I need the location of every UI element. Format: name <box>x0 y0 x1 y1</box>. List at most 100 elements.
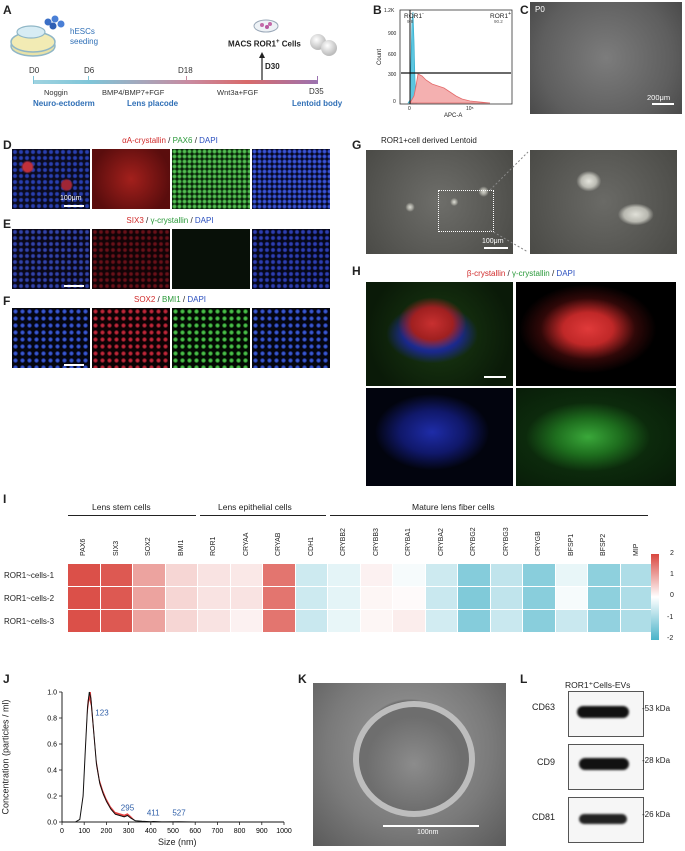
heatmap-cell <box>68 564 100 586</box>
petri-dish-icon <box>10 25 56 57</box>
gene-label-ror1: ROR1 <box>210 536 218 556</box>
heatmap-cell <box>620 610 652 632</box>
hesc-label-2: seeding <box>70 37 99 46</box>
g-zoom-box <box>438 190 494 232</box>
blot-marker-cd63: CD63 <box>532 702 556 712</box>
h-blue-image <box>366 388 513 486</box>
stage-lentoid-body: Lentoid body <box>292 99 343 108</box>
lentoid-spheres-icon <box>310 34 337 56</box>
heatmap-cell <box>523 610 555 632</box>
panel-c-brightfield: P0 200μm <box>530 2 682 114</box>
heatmap-cell <box>588 564 620 586</box>
heatmap-cell <box>555 587 587 609</box>
heatmap-cell <box>458 564 490 586</box>
y-tick-label: 0.0 <box>47 820 57 827</box>
heatmap-cell <box>328 587 360 609</box>
gene-label-six3: SIX3 <box>112 540 120 556</box>
flow-neg-label: ROR1- <box>404 11 424 21</box>
day-d0: D0 <box>29 66 40 75</box>
d-red-image <box>92 149 170 209</box>
scale-label-g: 100μm <box>482 238 504 245</box>
blot-size-cd81: -26 kDa <box>642 810 671 819</box>
stage-neuroectoderm: Neuro-ectoderm <box>33 99 95 108</box>
gene-label-crybb2: CRYBB2 <box>340 528 348 556</box>
heatmap-cell <box>523 564 555 586</box>
heatmap-cell <box>620 587 652 609</box>
x-tick-label: 1000 <box>276 828 292 835</box>
day-d35: D35 <box>309 87 324 96</box>
stage-lens-placode: Lens placode <box>127 99 179 108</box>
panel-label-i: I <box>3 492 7 506</box>
scale-bar-c <box>652 103 674 105</box>
heatmap-cell <box>328 564 360 586</box>
heatmap-cell <box>165 587 197 609</box>
group-line-stem <box>68 515 196 517</box>
panel-f-title: SOX2 / BMI1 / DAPI <box>133 295 207 304</box>
nta-chart-svg: 0 100 200 300 400 500 600 700 800 900 1000 0.0 0.2 0.… <box>47 690 292 836</box>
heatmap-cell <box>393 610 425 632</box>
band-cd81 <box>579 814 627 824</box>
flow-xtick-0: 0 <box>408 106 411 112</box>
h-red-image <box>516 282 676 386</box>
e-green-image <box>172 229 250 289</box>
panel-b-flow-histogram: ROR1- ROR1+ 9.8 90.2 1.2K 900 600 300 0 … <box>377 0 515 130</box>
panel-label-a: A <box>3 3 12 17</box>
heatmap-cell <box>100 564 132 586</box>
blot-size-cd63: -53 kDa <box>642 704 671 713</box>
legend-tick-2: 2 <box>670 550 674 557</box>
y-tick-label: 0.4 <box>47 768 57 775</box>
factor-wnt: Wnt3a+FGF <box>217 88 259 97</box>
heatmap-cell <box>360 610 392 632</box>
d-merge-image: 100μm <box>12 149 90 209</box>
panel-label-l: L <box>520 672 528 686</box>
heatmap-cell <box>230 610 262 632</box>
flow-pos-label: ROR1+ <box>490 11 511 21</box>
y-tick-label: 0.8 <box>47 716 57 723</box>
flow-ylabel: Count <box>377 48 384 66</box>
peak-annotation: 411 <box>147 809 160 818</box>
heatmap-cell <box>133 610 165 632</box>
gene-label-cdh1: CDH1 <box>307 536 315 556</box>
heatmap-cell <box>133 564 165 586</box>
y-tick-label: 1.0 <box>47 690 57 697</box>
row-label: ROR1~cells-2 <box>4 594 55 603</box>
g-zoom-lines <box>489 151 529 253</box>
h-green-image <box>516 388 676 486</box>
group-lens-epithelial: Lens epithelial cells <box>218 502 292 512</box>
legend-tick-m1: -1 <box>667 614 674 621</box>
flow-ytick-4: 300 <box>388 72 397 78</box>
heatmap-cell <box>588 610 620 632</box>
panel-h-title: β-crystallin / γ-crystallin / DAPI <box>466 269 576 278</box>
flow-ytick-2: 900 <box>388 31 397 37</box>
tick-d0 <box>33 76 34 84</box>
f-merge-image <box>12 308 90 368</box>
group-lens-stem: Lens stem cells <box>92 502 151 512</box>
band-cd63 <box>577 706 629 718</box>
x-tick-label: 500 <box>167 828 179 835</box>
scale-bar-g <box>484 247 508 249</box>
h-merge-image <box>366 282 513 386</box>
gene-label-crybg2: CRYBG2 <box>470 527 478 556</box>
scale-bar-d <box>64 205 84 207</box>
gene-label-crybb3: CRYBB3 <box>372 528 380 556</box>
heatmap-cell <box>68 610 100 632</box>
heatmap-cell <box>263 610 295 632</box>
panel-a-timeline: hESCs seeding MACS ROR1+ Cells D30 D0 D6… <box>0 0 370 130</box>
heatmap-cell <box>230 587 262 609</box>
blot-marker-cd9: CD9 <box>537 757 556 767</box>
heatmap-cell <box>198 564 230 586</box>
heatmap-cell <box>490 587 522 609</box>
legend-tick-1: 1 <box>670 571 674 578</box>
y-tick-label: 0.2 <box>47 794 57 801</box>
heatmap-cell <box>133 587 165 609</box>
heatmap-cell <box>295 564 327 586</box>
tick-d18 <box>186 76 187 84</box>
blot-lane-cd81 <box>568 797 644 843</box>
gene-label-cryaa: CRYAA <box>242 532 250 556</box>
gene-label-cryba2: CRYBA2 <box>437 528 445 556</box>
panel-label-g: G <box>352 138 362 152</box>
scale-bar-h <box>484 376 506 378</box>
scale-bar-k <box>383 825 479 827</box>
heatmap-cell <box>393 564 425 586</box>
gene-label-crygb: CRYGB <box>535 531 543 556</box>
